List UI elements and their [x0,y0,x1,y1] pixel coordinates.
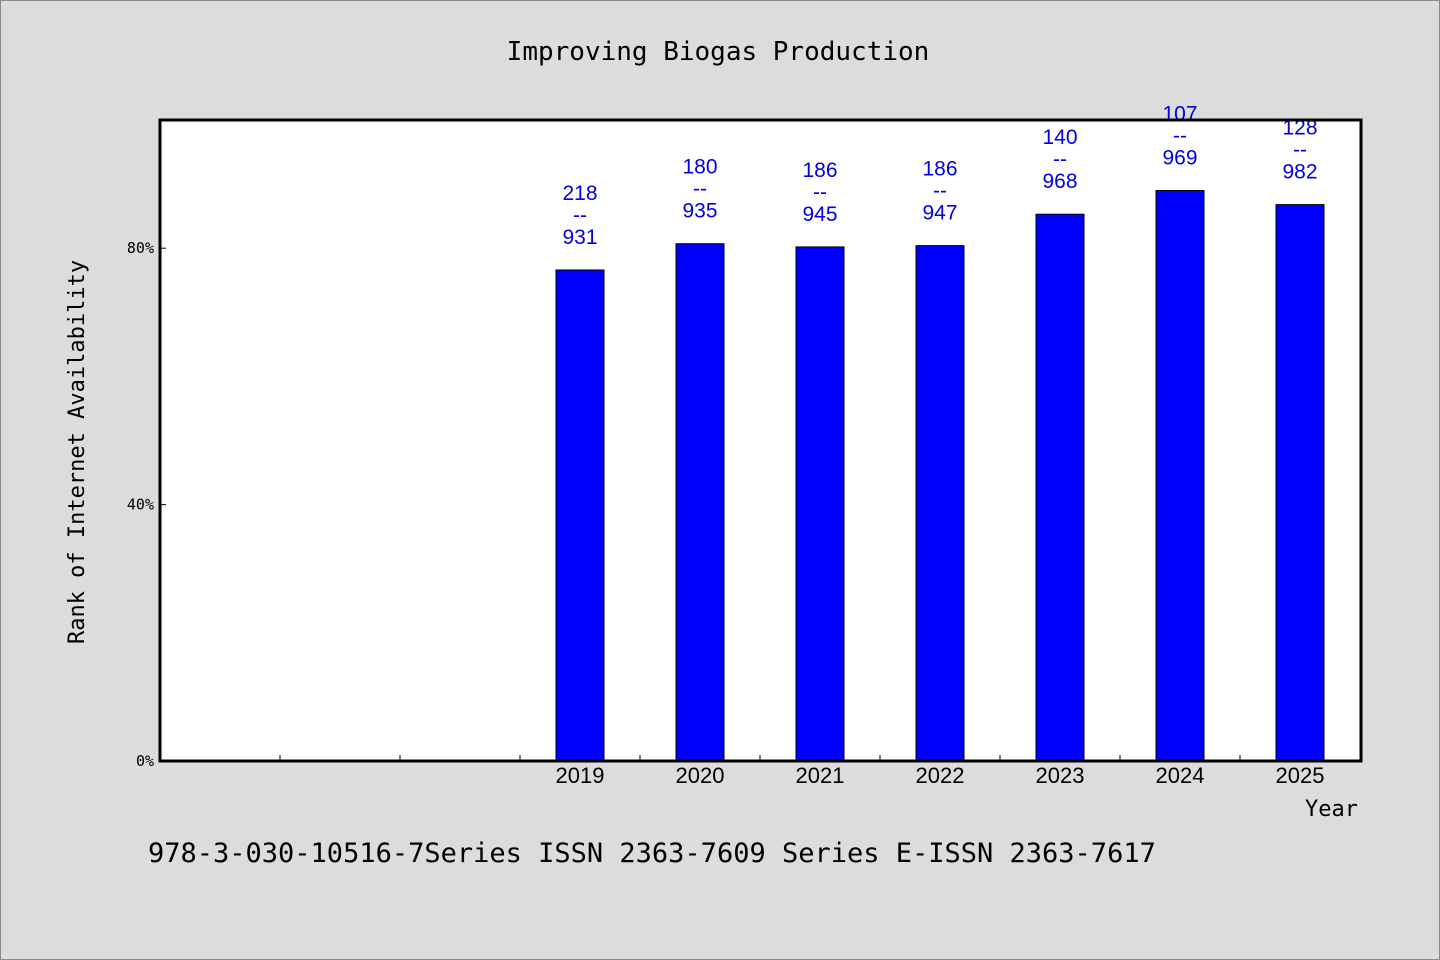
bar-data-label: -- [813,181,827,204]
bar-data-label: 982 [1282,161,1317,184]
x-tick-label: 2024 [1156,763,1205,788]
bar-2020 [675,243,725,762]
chart-title: Improving Biogas Production [507,37,930,67]
x-tick-label: 2021 [796,763,845,788]
bar-data-label: -- [1173,125,1187,148]
footer-isbn-issn: 978-3-030-10516-7Series ISSN 2363-7609 S… [148,838,1156,869]
x-axis-label: Year [1305,797,1358,822]
bar-data-label: 140 [1042,126,1077,149]
y-axis-label: Rank of Internet Availability [65,260,90,644]
bar-data-label: -- [693,178,707,201]
x-axis: 2019 2020 2021 2022 2023 2024 2025 [279,755,1325,788]
bar-2025 [1275,204,1325,762]
bar-2021 [795,246,845,762]
bar-data-label: 180 [682,156,717,179]
bars [555,190,1325,762]
plot-border [158,118,1363,763]
bar-data-label: 107 [1162,103,1197,126]
bar-data-label: 945 [802,203,837,226]
bar-data-label: -- [1293,139,1307,162]
bar-data-label: -- [933,180,947,203]
x-tick-label: 2020 [676,763,725,788]
bar-data-label: 968 [1042,170,1077,193]
y-axis: 0% 40% 80% [127,239,166,770]
bar-data-label: -- [1053,148,1067,171]
y-tick-label: 0% [136,752,154,770]
x-tick-label: 2022 [916,763,965,788]
bar-data-label: 935 [682,200,717,223]
bar-data-label: -- [573,204,587,227]
y-tick-label: 80% [127,239,154,257]
x-tick-label: 2019 [556,763,605,788]
bar-data-label: 186 [802,159,837,182]
bar-2022 [915,245,965,762]
bar-data-label: 218 [562,182,597,205]
x-tick-label: 2023 [1036,763,1085,788]
bar-data-label: 931 [562,226,597,249]
bar-data-label: 947 [922,202,957,225]
bar-2023 [1035,213,1085,762]
bar-2024 [1155,190,1205,762]
x-tick-label: 2025 [1276,763,1325,788]
bar-data-label: 128 [1282,117,1317,140]
bar-2019 [555,269,605,762]
bar-data-label: 969 [1162,147,1197,170]
data-labels: 218--931180--935186--945186--947140--968… [562,103,1317,249]
y-tick-label: 40% [127,496,154,514]
bar-data-label: 186 [922,158,957,181]
